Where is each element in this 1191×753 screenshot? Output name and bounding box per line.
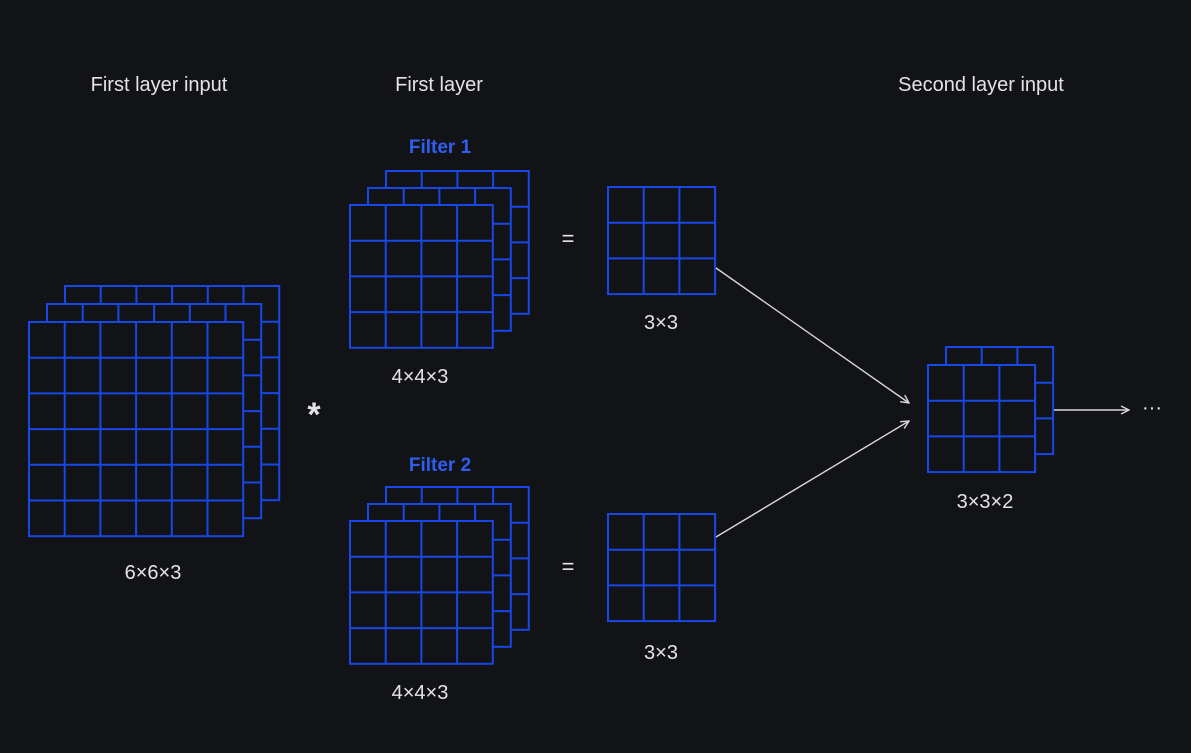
result-1-grid xyxy=(607,186,717,296)
input-volume xyxy=(28,285,281,538)
filter-1-label: Filter 1 xyxy=(408,137,472,158)
input-dims: 6×6×3 xyxy=(124,562,182,584)
filter-1-dims: 4×4×3 xyxy=(391,366,449,388)
filter-2-volume xyxy=(349,486,530,665)
input-volume-slice-1 xyxy=(28,321,245,538)
filter-2-dims: 4×4×3 xyxy=(391,682,449,704)
filter-2-volume-slice-1 xyxy=(349,520,494,665)
result-2-grid xyxy=(607,513,717,623)
equals-sign-1: = xyxy=(561,226,575,251)
heading-first-layer: First layer xyxy=(395,74,483,96)
arrow-result2-to-output xyxy=(715,421,909,538)
equals-sign-2: = xyxy=(561,554,575,579)
result-1-grid-slice-1 xyxy=(607,186,717,296)
output-dims: 3×3×2 xyxy=(956,491,1014,513)
result-2-grid-slice-1 xyxy=(607,513,717,623)
filter-1-volume xyxy=(349,170,530,349)
heading-second-layer-input: Second layer input xyxy=(898,74,1064,96)
convolution-operator: * xyxy=(307,396,321,434)
filter-2-label: Filter 2 xyxy=(408,455,472,476)
continuation-ellipsis: ··· xyxy=(1142,397,1162,419)
output-volume xyxy=(927,346,1055,474)
heading-first-layer-input: First layer input xyxy=(90,74,228,96)
output-volume-slice-1 xyxy=(927,364,1037,474)
filter-1-volume-slice-1 xyxy=(349,204,494,349)
result-1-dims: 3×3 xyxy=(644,312,678,334)
result-2-dims: 3×3 xyxy=(644,642,678,664)
arrow-result1-to-output xyxy=(715,267,909,403)
